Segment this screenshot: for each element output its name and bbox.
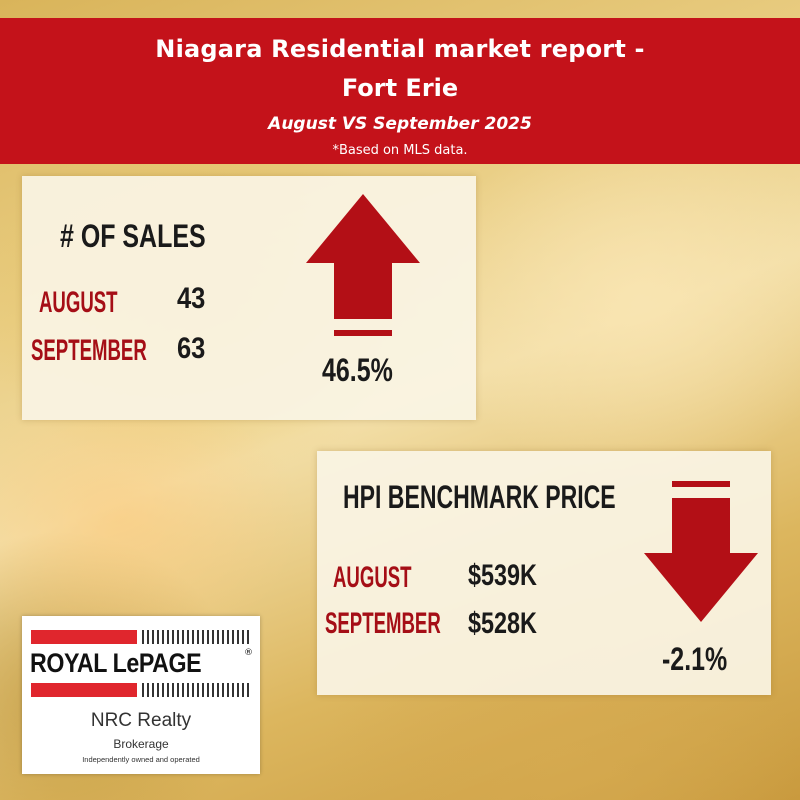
- arrow-up-icon: [306, 194, 420, 336]
- hpi-september-label: SEPTEMBER: [325, 607, 441, 640]
- hpi-row-september: SEPTEMBER: [325, 607, 512, 641]
- sales-change-percent: 46.5%: [322, 352, 393, 388]
- sales-card: # OF SALES AUGUST 43 SEPTEMBER 63 46.5%: [22, 176, 476, 420]
- hpi-august-value-wrap: $539K: [468, 559, 556, 593]
- logo-bottom-barcode: [142, 683, 252, 697]
- arrow-down-icon: [644, 481, 758, 622]
- hpi-change-percent: -2.1%: [662, 641, 728, 677]
- report-subtitle: August VS September 2025: [268, 114, 532, 134]
- data-source-note: *Based on MLS data.: [332, 143, 468, 158]
- sales-row-august: AUGUST: [39, 286, 166, 320]
- logo-top-barcode: [142, 630, 252, 644]
- sales-august-value-wrap: 43: [177, 282, 210, 316]
- sales-title: # OF SALES: [60, 218, 206, 254]
- royal-lepage-logo: ROYAL LePAGE ® NRC Realty Brokerage Inde…: [22, 616, 260, 774]
- sales-title-wrap: # OF SALES: [60, 218, 247, 258]
- sales-row-september: SEPTEMBER: [31, 334, 218, 368]
- sales-august-label: AUGUST: [39, 286, 118, 319]
- hpi-august-value: $539K: [468, 559, 537, 592]
- sales-change-wrap: 46.5%: [322, 352, 413, 389]
- sales-september-value: 63: [177, 332, 206, 365]
- header-banner: Niagara Residential market report - Fort…: [0, 18, 800, 164]
- sales-august-value: 43: [177, 282, 206, 315]
- registered-mark: ®: [244, 648, 253, 658]
- sales-september-label: SEPTEMBER: [31, 334, 147, 367]
- hpi-title-wrap: HPI BENCHMARK PRICE: [343, 479, 722, 516]
- brokerage-label: Brokerage: [113, 737, 169, 751]
- hpi-row-august: AUGUST: [333, 561, 460, 595]
- office-name: NRC Realty: [90, 710, 192, 731]
- report-title-line-2: Fort Erie: [341, 74, 459, 102]
- hpi-title: HPI BENCHMARK PRICE: [343, 479, 616, 515]
- hpi-september-value-wrap: $528K: [468, 607, 556, 641]
- logo-tagline: Independently owned and operated: [82, 755, 200, 764]
- hpi-september-value: $528K: [468, 607, 537, 640]
- logo-bottom-red-bar: [31, 683, 137, 697]
- logo-wordmark-wrap: ROYAL LePAGE ®: [30, 648, 254, 678]
- hpi-change-wrap: -2.1%: [662, 641, 746, 678]
- logo-wordmark: ROYAL LePAGE: [30, 648, 202, 678]
- hpi-august-label: AUGUST: [333, 561, 412, 594]
- logo-top-red-bar: [31, 630, 137, 644]
- sales-september-value-wrap: 63: [177, 332, 210, 366]
- report-title-line-1: Niagara Residential market report -: [155, 35, 645, 63]
- hpi-card: HPI BENCHMARK PRICE AUGUST $539K SEPTEMB…: [317, 451, 771, 695]
